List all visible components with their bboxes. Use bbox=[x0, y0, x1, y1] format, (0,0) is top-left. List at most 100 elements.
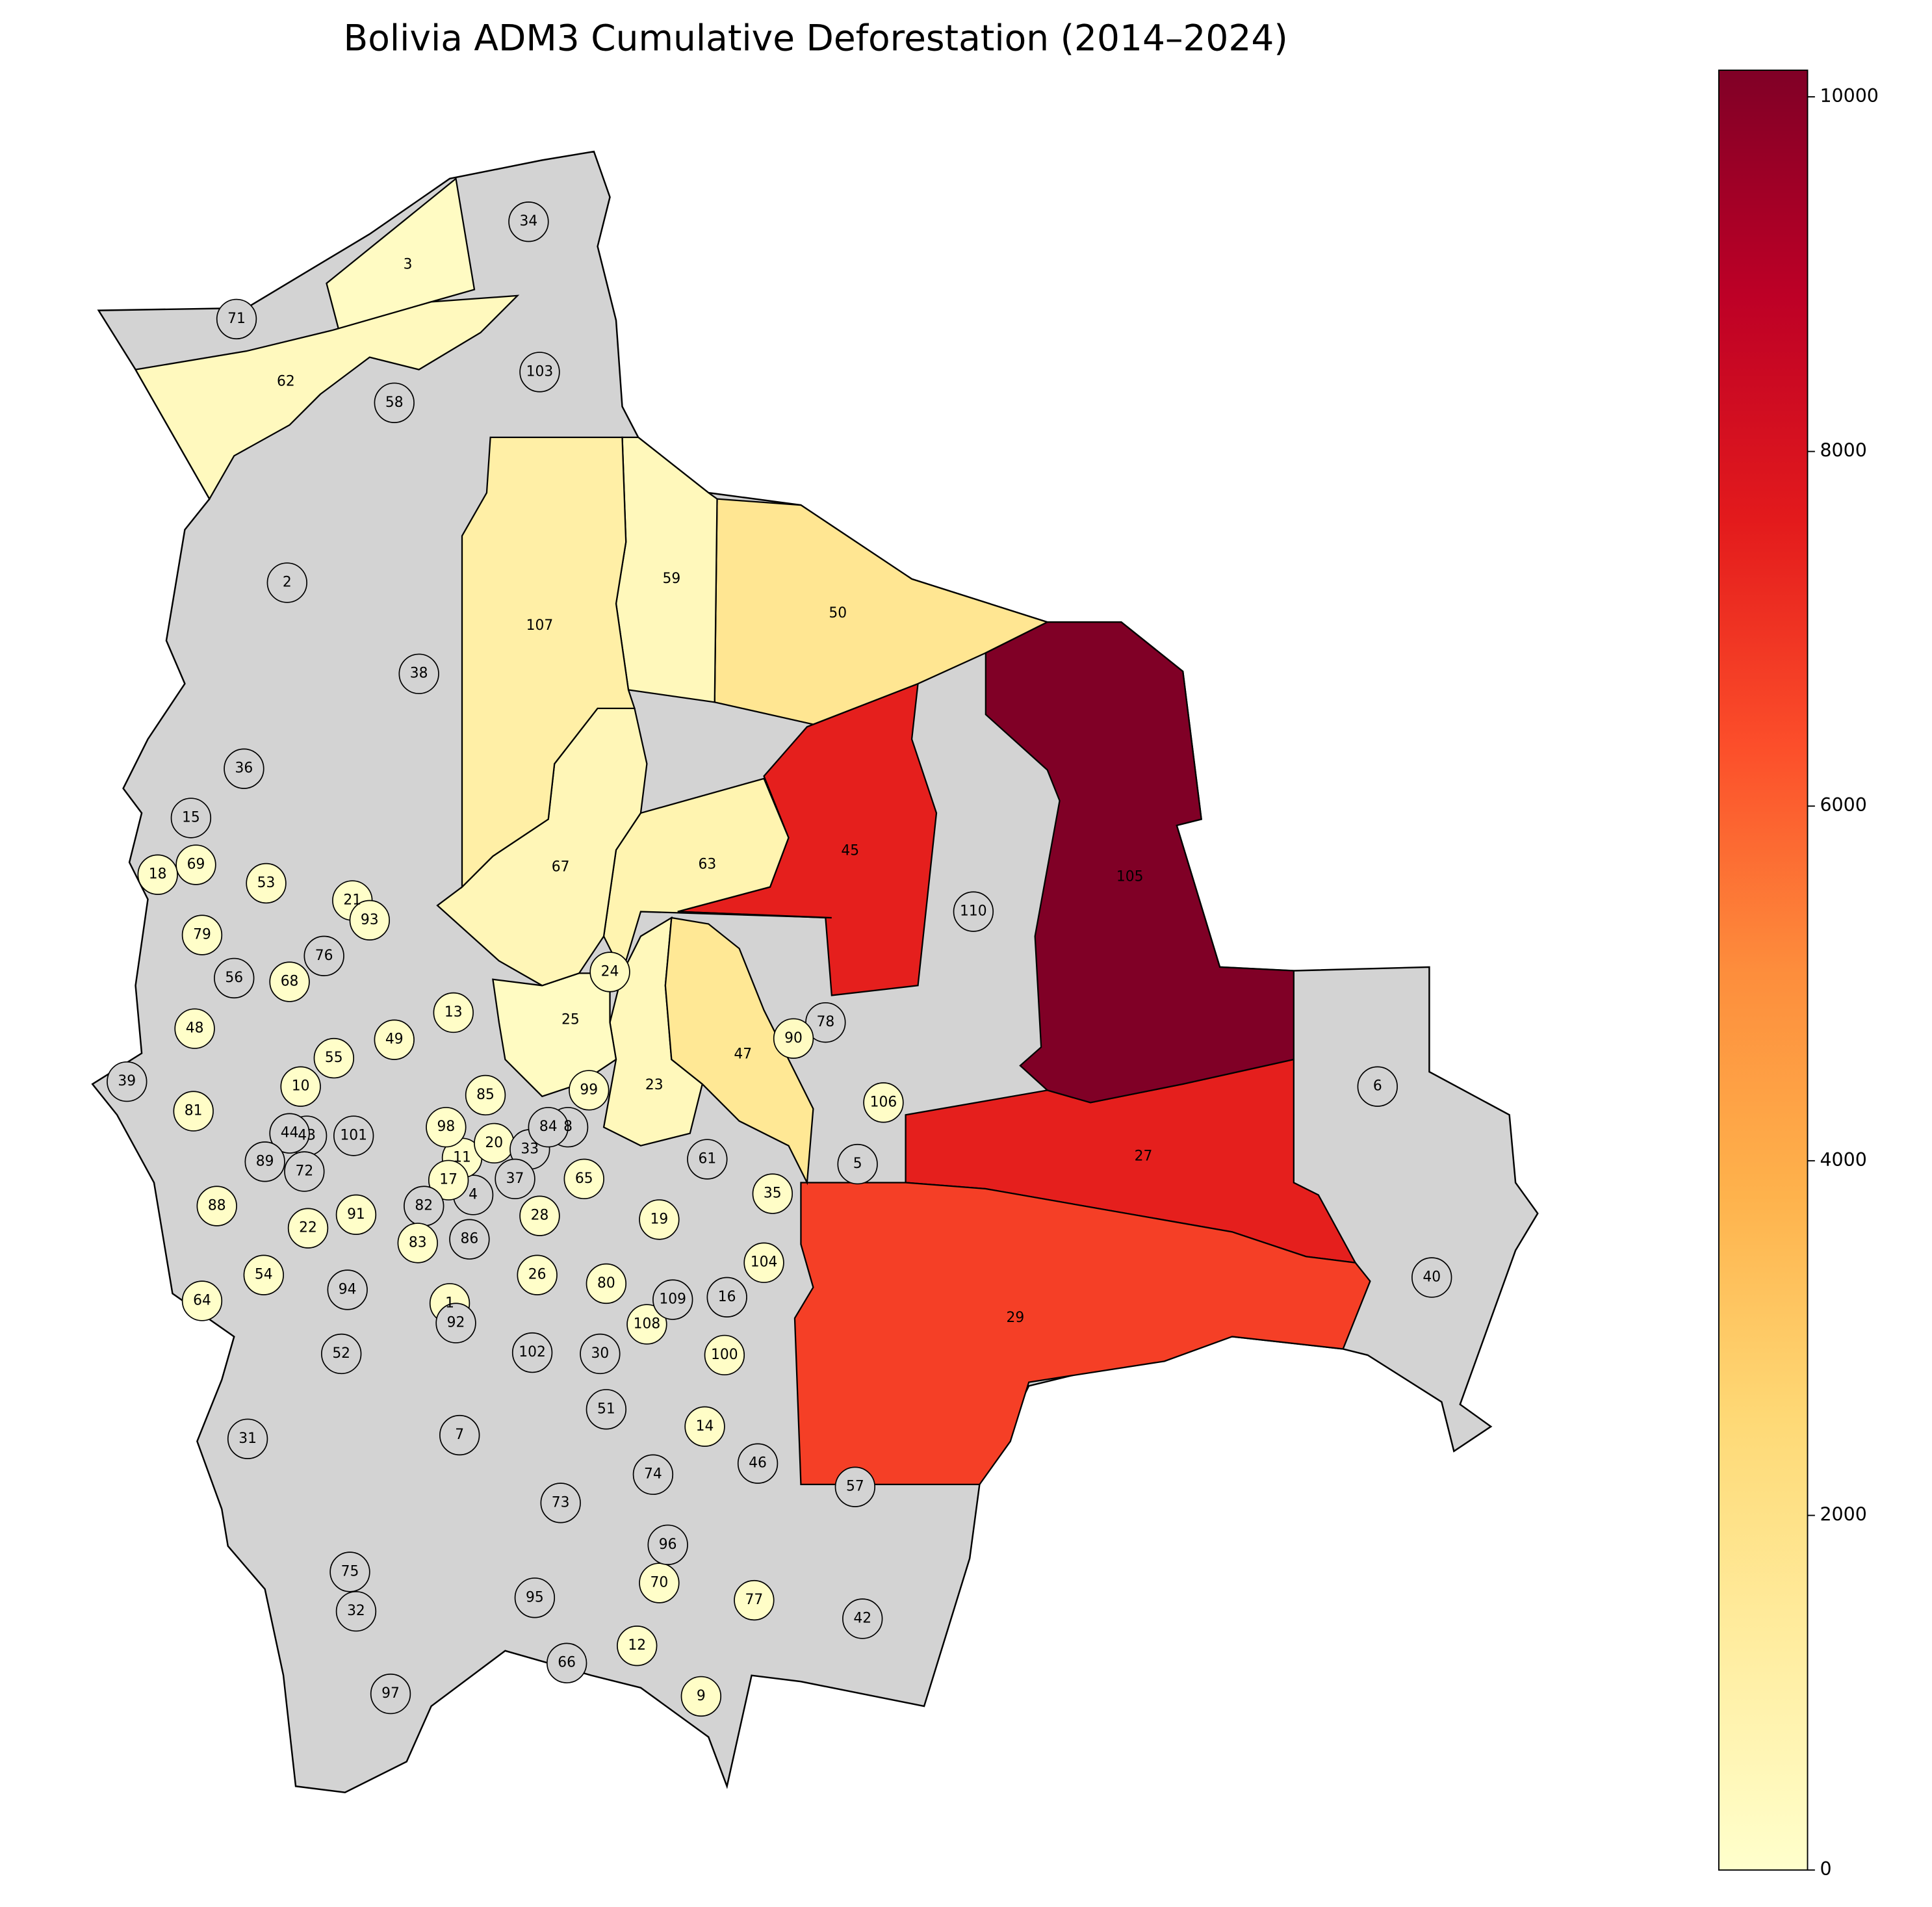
region bbox=[335, 1194, 377, 1235]
region bbox=[428, 1160, 469, 1200]
region-label: 5 bbox=[853, 1156, 862, 1172]
region bbox=[246, 863, 287, 904]
region bbox=[333, 1115, 374, 1156]
region-label: 106 bbox=[870, 1094, 897, 1110]
region-label: 78 bbox=[816, 1014, 834, 1030]
region-label: 22 bbox=[299, 1220, 317, 1236]
region-label: 92 bbox=[447, 1315, 465, 1331]
region-label: 20 bbox=[485, 1135, 503, 1151]
region-label: 69 bbox=[187, 857, 205, 873]
region bbox=[349, 900, 391, 941]
region-label: 56 bbox=[225, 970, 243, 986]
region-label: 104 bbox=[751, 1254, 778, 1271]
region bbox=[863, 1082, 904, 1123]
region bbox=[519, 1195, 560, 1236]
region bbox=[449, 1219, 490, 1260]
region bbox=[632, 1454, 674, 1495]
region bbox=[519, 352, 560, 393]
region bbox=[426, 1107, 467, 1148]
region-label: 85 bbox=[476, 1087, 495, 1103]
region-label: 68 bbox=[281, 974, 299, 990]
region-label: 46 bbox=[749, 1455, 767, 1472]
region bbox=[837, 1143, 878, 1185]
region-label: 14 bbox=[696, 1418, 714, 1434]
region bbox=[244, 1141, 285, 1182]
region-label: 34 bbox=[520, 213, 538, 229]
region bbox=[370, 1673, 411, 1715]
region-label: 51 bbox=[597, 1401, 615, 1417]
region-label: 26 bbox=[528, 1267, 547, 1283]
region-label: 83 bbox=[409, 1234, 427, 1251]
region bbox=[326, 177, 476, 331]
colorbar-tick-label: 2000 bbox=[1820, 1504, 1866, 1525]
region bbox=[329, 1551, 370, 1592]
region-label: 50 bbox=[829, 605, 847, 621]
region-label: 2 bbox=[283, 575, 292, 591]
region-label: 61 bbox=[698, 1151, 716, 1167]
region bbox=[680, 1676, 722, 1717]
region-label: 27 bbox=[1135, 1148, 1153, 1165]
region bbox=[514, 1577, 556, 1618]
region bbox=[664, 916, 814, 1186]
region-label: 73 bbox=[552, 1494, 570, 1511]
region-label: 44 bbox=[281, 1125, 299, 1141]
region-label: 54 bbox=[255, 1267, 273, 1283]
region-label: 70 bbox=[650, 1575, 669, 1591]
chart-title: Bolivia ADM3 Cumulative Deforestation (2… bbox=[344, 18, 1288, 59]
region-label: 37 bbox=[506, 1171, 524, 1187]
region-label: 90 bbox=[784, 1030, 803, 1046]
region-label: 18 bbox=[149, 866, 167, 883]
region-label: 21 bbox=[343, 892, 361, 909]
region bbox=[1357, 1066, 1398, 1107]
region-label: 4 bbox=[469, 1186, 478, 1202]
region-label: 102 bbox=[519, 1344, 546, 1360]
region bbox=[374, 382, 415, 423]
region bbox=[435, 1303, 476, 1343]
region-label: 32 bbox=[347, 1603, 365, 1619]
region-label: 103 bbox=[526, 363, 554, 380]
region-label: 80 bbox=[597, 1275, 615, 1291]
region-label: 110 bbox=[960, 903, 987, 920]
region-label: 1 bbox=[445, 1295, 454, 1311]
region-label: 94 bbox=[339, 1281, 357, 1297]
region-label: 29 bbox=[1006, 1310, 1024, 1326]
region-label: 16 bbox=[718, 1289, 736, 1305]
region-label: 55 bbox=[325, 1050, 343, 1066]
region-label: 76 bbox=[315, 948, 333, 964]
region-label: 58 bbox=[385, 395, 404, 411]
region bbox=[495, 1158, 535, 1200]
region-label: 107 bbox=[526, 617, 554, 634]
region-label: 11 bbox=[453, 1150, 471, 1166]
region bbox=[398, 653, 439, 694]
region-label: 86 bbox=[461, 1231, 479, 1247]
region bbox=[174, 1008, 215, 1049]
region-label: 66 bbox=[558, 1655, 576, 1671]
region-label: 71 bbox=[227, 311, 246, 327]
region-label: 57 bbox=[846, 1479, 864, 1495]
region-label: 82 bbox=[415, 1198, 433, 1214]
region-label: 12 bbox=[628, 1637, 646, 1654]
colorbar-tick-label: 6000 bbox=[1820, 794, 1866, 816]
region-label: 101 bbox=[340, 1128, 367, 1144]
region bbox=[227, 1418, 268, 1459]
region bbox=[433, 992, 474, 1033]
region bbox=[517, 1254, 558, 1295]
region-label: 84 bbox=[539, 1119, 558, 1135]
region bbox=[639, 1563, 680, 1603]
region-label: 95 bbox=[526, 1589, 544, 1605]
region-label: 36 bbox=[235, 760, 253, 777]
region bbox=[615, 436, 718, 703]
region bbox=[540, 1483, 581, 1524]
region bbox=[173, 1091, 214, 1132]
region-label: 91 bbox=[347, 1206, 365, 1223]
region bbox=[137, 854, 178, 895]
region bbox=[465, 1074, 506, 1116]
region-label: 8 bbox=[563, 1119, 573, 1135]
region-label: 79 bbox=[193, 927, 211, 943]
region-label: 75 bbox=[341, 1563, 359, 1579]
region bbox=[734, 1579, 775, 1621]
region-label: 6 bbox=[1373, 1078, 1382, 1095]
region-label: 81 bbox=[185, 1103, 203, 1119]
